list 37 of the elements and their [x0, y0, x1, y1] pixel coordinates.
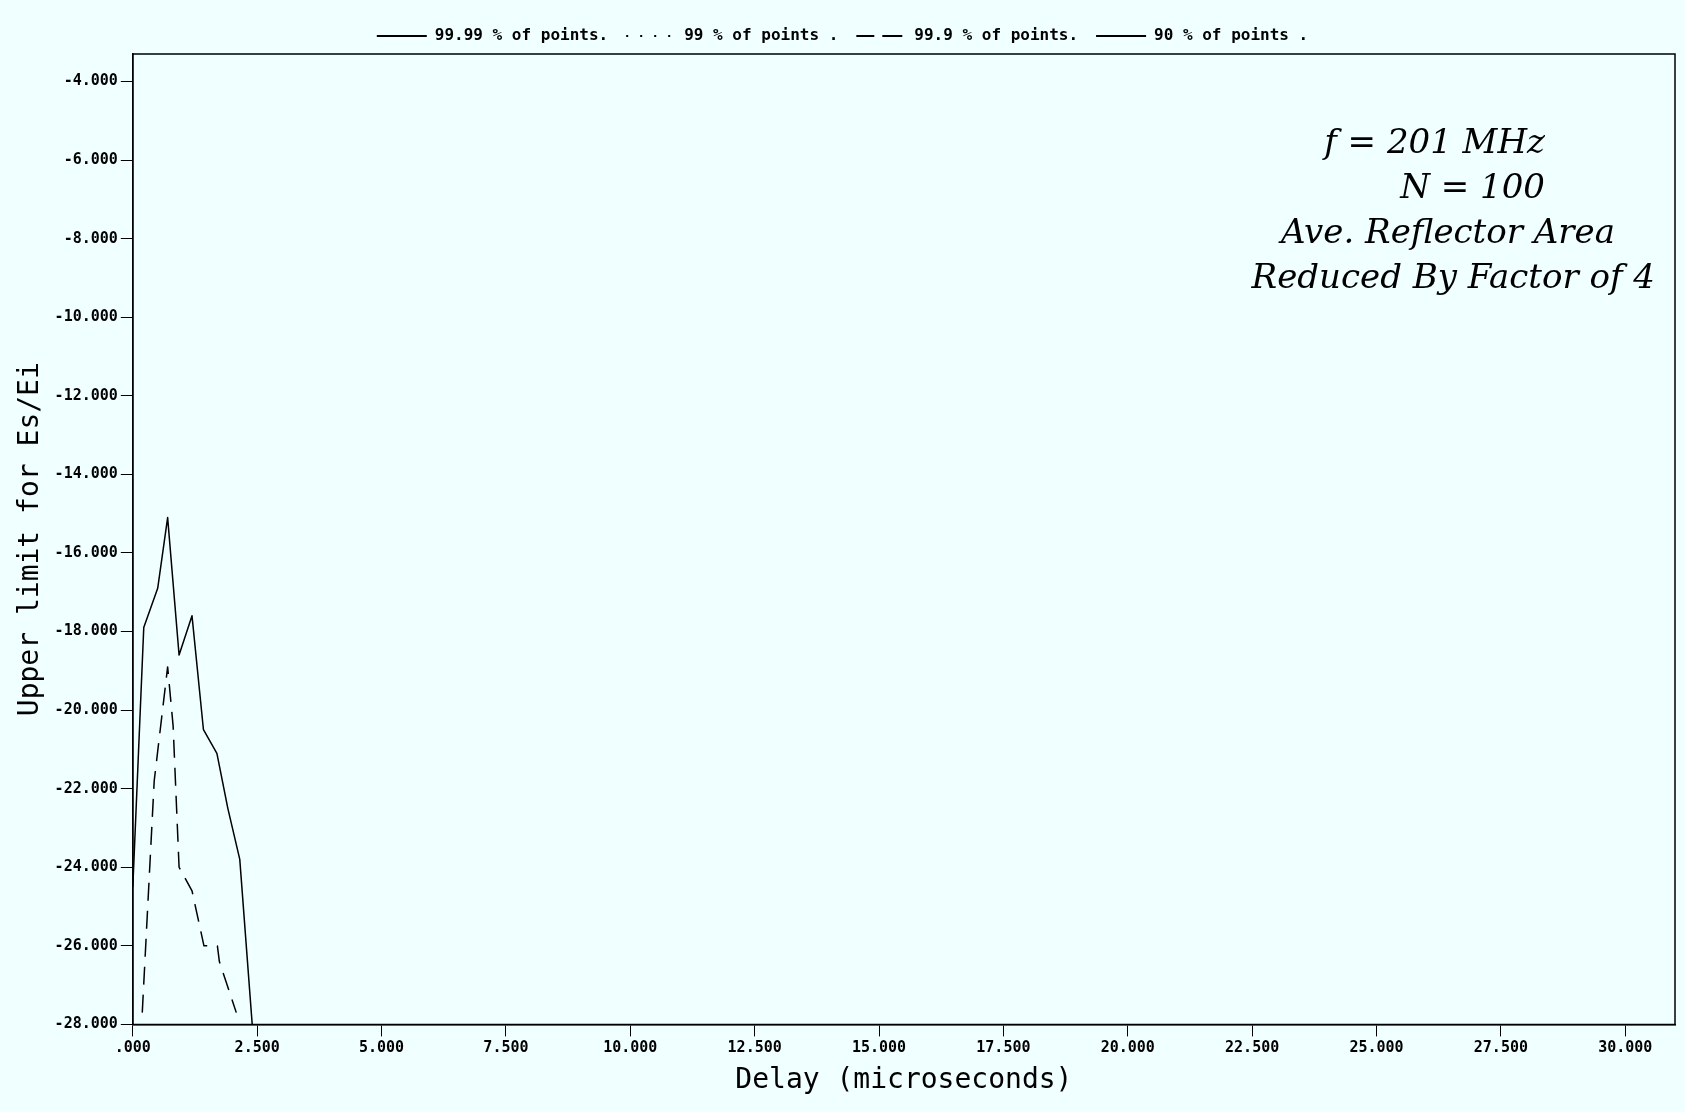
y-tick-label: -14.000	[54, 464, 118, 483]
annotation: Reduced By Factor of 4	[1250, 255, 1655, 296]
x-tick-label: 30.000	[1598, 1038, 1653, 1057]
x-tick-label: 10.000	[603, 1038, 658, 1057]
y-tick-label: -24.000	[54, 857, 118, 876]
legend-label: 99.99 % of points.	[434, 25, 609, 45]
y-tick-label: -6.000	[63, 149, 118, 168]
y-tick-label: -28.000	[54, 1014, 118, 1033]
x-tick-label: 2.500	[234, 1038, 280, 1057]
legend-label: 99.9 % of points.	[914, 25, 1079, 45]
annotation: Ave. Reflector Area	[1277, 210, 1615, 251]
x-tick-label: 17.500	[976, 1038, 1031, 1057]
y-axis-title: Upper limit for Es/Ei	[12, 362, 46, 717]
x-tick-label: 15.000	[851, 1038, 907, 1057]
y-tick-label: -8.000	[63, 228, 118, 247]
x-tick-label: 5.000	[358, 1038, 405, 1057]
y-tick-label: -10.000	[54, 307, 118, 326]
y-tick-label: -16.000	[54, 542, 118, 561]
x-tick-label: 22.500	[1225, 1038, 1280, 1057]
x-tick-label: 20.000	[1100, 1038, 1155, 1057]
x-tick-label: 27.500	[1473, 1038, 1528, 1057]
y-tick-label: -4.000	[63, 71, 118, 90]
legend-label: 99 % of points .	[684, 25, 839, 45]
annotation: f = 201 MHz	[1321, 120, 1547, 161]
x-tick-label: 7.500	[483, 1038, 529, 1057]
y-tick-label: -20.000	[54, 699, 118, 718]
x-tick-label: 25.000	[1349, 1038, 1404, 1057]
x-axis-title: Delay (microseconds)	[735, 1062, 1073, 1096]
y-tick-label: -22.000	[54, 778, 118, 797]
line-series	[141, 666, 238, 1014]
x-tick-label: 12.500	[727, 1038, 782, 1057]
y-tick-label: -26.000	[54, 935, 118, 954]
x-tick-label: .000	[114, 1038, 151, 1057]
y-tick-label: -18.000	[54, 621, 118, 640]
y-tick-label: -12.000	[54, 385, 118, 404]
annotation: N = 100	[1399, 165, 1545, 206]
legend-label: 90 % of points .	[1154, 25, 1309, 45]
